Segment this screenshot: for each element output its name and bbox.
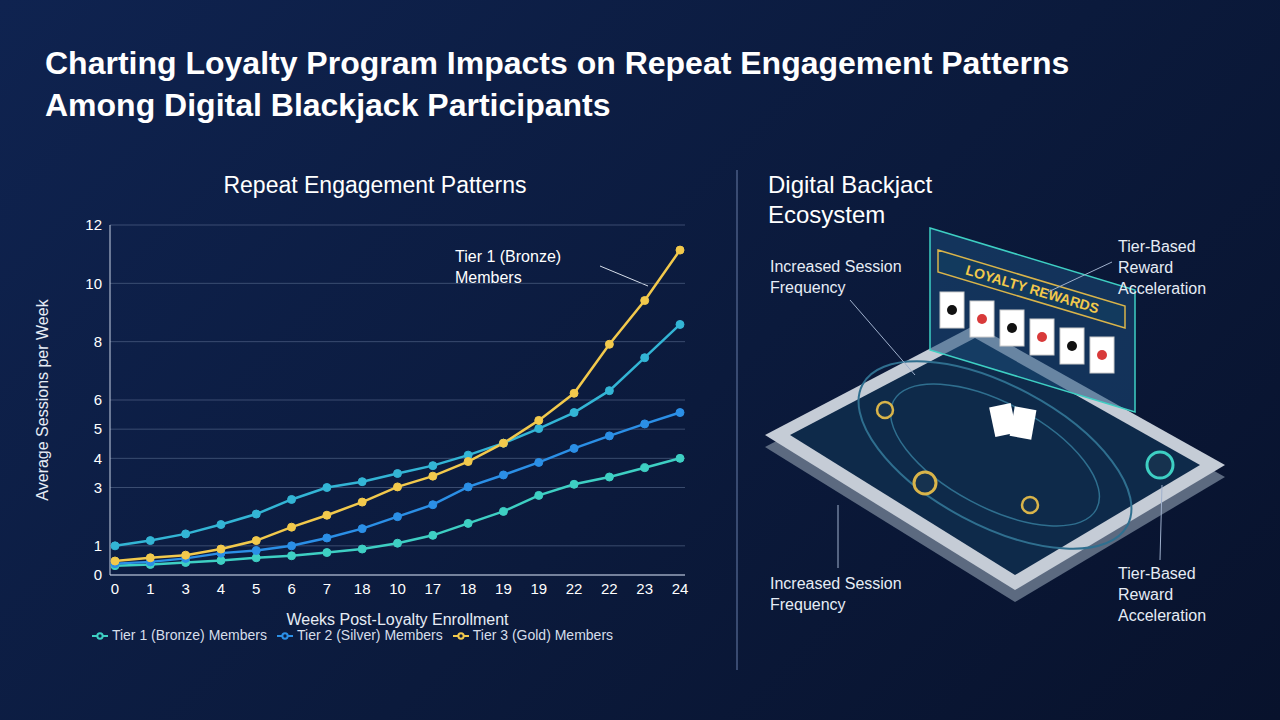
html-text:Tier-Based Reward Acceleration: Tier-Based Reward Acceleration	[1118, 565, 1206, 624]
svg-text:19: 19	[530, 580, 547, 597]
html-text:Digital Backjact Ecosystem: Digital Backjact Ecosystem	[768, 171, 933, 228]
svg-text:22: 22	[566, 580, 583, 597]
html-text:Tier 3 (Gold) Members: Tier 3 (Gold) Members	[472, 627, 613, 643]
svg-text:24: 24	[672, 580, 689, 597]
svg-text:1: 1	[146, 580, 154, 597]
svg-text:10: 10	[85, 275, 102, 292]
html-text:Tier 1 (Bronze) Members: Tier 1 (Bronze) Members	[111, 627, 267, 643]
svg-text:5: 5	[252, 580, 260, 597]
html-text:Tier-Based Reward Acceleration: Tier-Based Reward Acceleration	[1118, 238, 1206, 297]
svg-text:19: 19	[495, 580, 512, 597]
html-text:Tier 2 (Silver) Members: Tier 2 (Silver) Members	[297, 627, 443, 643]
svg-text:LOYALTY REWARDS: LOYALTY REWARDS	[963, 261, 1101, 317]
svg-text:3: 3	[94, 479, 102, 496]
html-text:Increased Session Frequency: Increased Session Frequency	[770, 258, 902, 296]
svg-text:8: 8	[94, 333, 102, 350]
svg-text:18: 18	[460, 580, 477, 597]
svg-text:3: 3	[181, 580, 189, 597]
svg-text:4: 4	[217, 580, 225, 597]
svg-text:18: 18	[354, 580, 371, 597]
svg-text:Weeks Post-Loyalty Enrollment: Weeks Post-Loyalty Enrollment	[286, 611, 509, 628]
html-text:Tier 1 (Bronze) Members: Tier 1 (Bronze) Members	[455, 248, 562, 286]
svg-text:17: 17	[424, 580, 441, 597]
svg-text:12: 12	[85, 216, 102, 233]
svg-text:6: 6	[287, 580, 295, 597]
svg-text:7: 7	[323, 580, 331, 597]
svg-text:5: 5	[94, 420, 102, 437]
svg-text:6: 6	[94, 391, 102, 408]
svg-text:1: 1	[94, 537, 102, 554]
svg-text:0: 0	[111, 580, 119, 597]
svg-text:Average Sessions per Week: Average Sessions per Week	[34, 298, 51, 500]
html-text:Charting Loyalty Program Impac: Charting Loyalty Program Impacts on Repe…	[45, 45, 1070, 123]
svg-text:4: 4	[94, 450, 102, 467]
svg-text:22: 22	[601, 580, 618, 597]
html-text:Increased Session Frequency: Increased Session Frequency	[770, 575, 902, 613]
svg-text:23: 23	[636, 580, 653, 597]
svg-text:0: 0	[94, 566, 102, 583]
html-text:Repeat Engagement Patterns: Repeat Engagement Patterns	[223, 172, 527, 198]
svg-text:10: 10	[389, 580, 406, 597]
